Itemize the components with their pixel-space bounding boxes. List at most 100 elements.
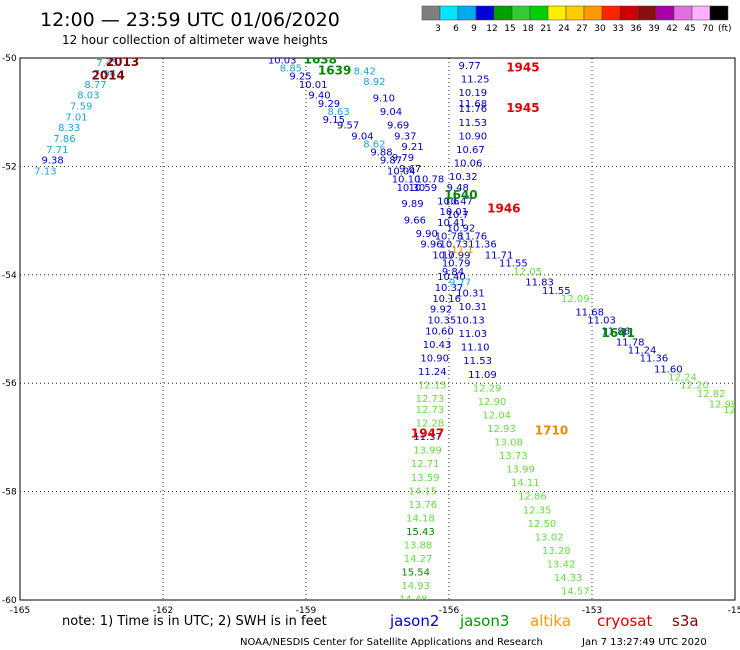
wave-height-value: 8.42 <box>354 66 376 77</box>
wave-height-value: 9.25 <box>289 72 311 83</box>
wave-height-value: 14.11 <box>511 478 540 489</box>
wave-height-value: 12.29 <box>473 383 502 394</box>
colorbar-tick-label: 15 <box>504 24 515 34</box>
wave-height-value: 9.66 <box>404 215 426 226</box>
wave-height-value: 14.33 <box>554 573 583 584</box>
wave-height-value: 12.50 <box>528 519 557 530</box>
wave-height-value: 9.96 <box>420 240 442 251</box>
colorbar-swatch <box>547 5 567 21</box>
wave-height-value: 12.09 <box>561 294 590 305</box>
latitude-tick-label: -56 <box>2 379 17 389</box>
wave-height-value: 10.78 <box>435 232 464 243</box>
wave-height-labels: 7.457.948.778.037.597.018.337.867.719.38… <box>34 58 740 606</box>
pass-time-label: 1640 <box>444 188 477 202</box>
longitude-tick-label: -156 <box>439 606 460 616</box>
colorbar-tick-label: 33 <box>612 24 623 34</box>
colorbar-swatch <box>619 5 639 21</box>
wave-height-value: 9.92 <box>430 305 452 316</box>
wave-height-value: 13.59 <box>411 473 440 484</box>
legend-jason3: jason3 <box>459 612 509 630</box>
wave-height-value: 7.71 <box>46 145 68 156</box>
wave-height-colorbar: 3 6 9 12 15 18 21 24 27 30 33 36 39 42 45 70 (ft) <box>421 5 732 34</box>
wave-height-value: 10.01 <box>439 207 468 218</box>
wave-height-value: 13.08 <box>494 438 523 449</box>
wave-height-value: 13.02 <box>535 532 564 543</box>
wave-height-value: 14.18 <box>406 513 435 524</box>
wave-height-value: 9.87 <box>380 156 402 167</box>
legend-jason2: jason2 <box>389 612 439 630</box>
wave-height-value: 10.32 <box>449 172 478 183</box>
wave-height-value: 11.24 <box>418 367 447 378</box>
wave-height-value: 13.42 <box>547 559 576 570</box>
colorbar-swatch <box>457 5 477 21</box>
latitude-tick-label: -50 <box>2 54 17 64</box>
wave-height-value: 13.99 <box>413 446 442 457</box>
wave-height-value: 13.28 <box>542 546 571 557</box>
wave-height-value: 15.43 <box>406 527 435 538</box>
wave-height-value: 11.86 <box>602 326 631 337</box>
wave-height-value: 14.27 <box>404 554 433 565</box>
map-frame <box>19 57 736 601</box>
wave-height-value: 11.83 <box>525 278 554 289</box>
colorbar-tick-label: 9 <box>471 24 477 34</box>
wave-height-value: 8.33 <box>58 123 80 134</box>
colorbar-swatch <box>421 5 441 21</box>
wave-height-value: 9.90 <box>416 229 438 240</box>
wave-height-value: 11.24 <box>628 345 657 356</box>
wave-height-value: 12.73 <box>416 405 445 416</box>
colorbar-tick-label: 36 <box>630 24 642 34</box>
wave-height-value: 10.10 <box>392 175 421 186</box>
wave-height-value: 10.30 <box>397 183 426 194</box>
colorbar-swatch <box>583 5 603 21</box>
colorbar-swatch <box>475 5 495 21</box>
wave-height-value: 12.71 <box>411 459 440 470</box>
wave-height-value: 11.09 <box>468 370 497 381</box>
wave-height-value: 13.76 <box>408 500 437 511</box>
wave-height-value: 11.03 <box>459 329 488 340</box>
colorbar-tick-label: 39 <box>648 24 660 34</box>
wave-height-value: 7.13 <box>34 167 56 178</box>
wave-height-value: 12.93 <box>487 424 516 435</box>
wave-height-value: 8.62 <box>363 139 385 150</box>
wave-height-value: 14.15 <box>408 486 437 497</box>
pass-time-label: 1947 <box>411 426 444 440</box>
colorbar-unit: (ft) <box>718 24 732 34</box>
colorbar-swatch <box>565 5 585 21</box>
wave-height-value: 8.63 <box>327 107 349 118</box>
wave-height-value: 11.25 <box>461 74 490 85</box>
wave-height-value: 10.43 <box>423 340 452 351</box>
wave-height-value: 10.40 <box>437 272 466 283</box>
footer-timestamp: Jan 7 13:27:49 UTC 2020 <box>581 637 707 648</box>
wave-height-value: 12.56 <box>723 405 740 416</box>
pass-time-label: 1641 <box>602 326 635 340</box>
wave-height-value: 13.99 <box>506 465 535 476</box>
wave-height-value: 9.04 <box>351 131 373 142</box>
pass-time-label: 1945 <box>506 61 539 75</box>
wave-height-value: 8.85 <box>280 64 302 75</box>
wave-height-value: 10.99 <box>442 251 471 262</box>
pass-time-label: 2014 <box>92 69 125 83</box>
wave-height-value: 11.78 <box>616 337 645 348</box>
latitude-tick-label: -58 <box>2 488 17 498</box>
wave-height-value: 14.48 <box>399 595 428 606</box>
colorbar-swatch <box>493 5 513 21</box>
map-tick-labels: -165 -162 -159 -156 -153 -15 -50 -52 -54 -56 -58 -6… <box>2 54 740 616</box>
wave-height-value: 9.84 <box>442 267 464 278</box>
wave-height-value: 7.45 <box>96 58 118 69</box>
wave-height-value: 9.04 <box>380 107 402 118</box>
wave-height-value: 7.86 <box>53 134 75 145</box>
wave-height-value: 12.73 <box>416 394 445 405</box>
wave-height-value: 7.59 <box>70 101 92 112</box>
wave-height-value: 10.67 <box>456 145 485 156</box>
wave-height-value: 10.41 <box>437 218 466 229</box>
wave-height-value: 12.04 <box>482 410 511 421</box>
wave-height-value: 14.93 <box>401 581 430 592</box>
wave-height-value: 10.06 <box>454 158 483 169</box>
wave-height-value: 9.21 <box>401 142 423 153</box>
wave-height-value: 10.6 <box>437 196 459 207</box>
wave-height-value: 11.53 <box>463 356 492 367</box>
pass-time-label: 1946 <box>487 201 520 215</box>
wave-height-value: 9.88 <box>370 148 392 159</box>
